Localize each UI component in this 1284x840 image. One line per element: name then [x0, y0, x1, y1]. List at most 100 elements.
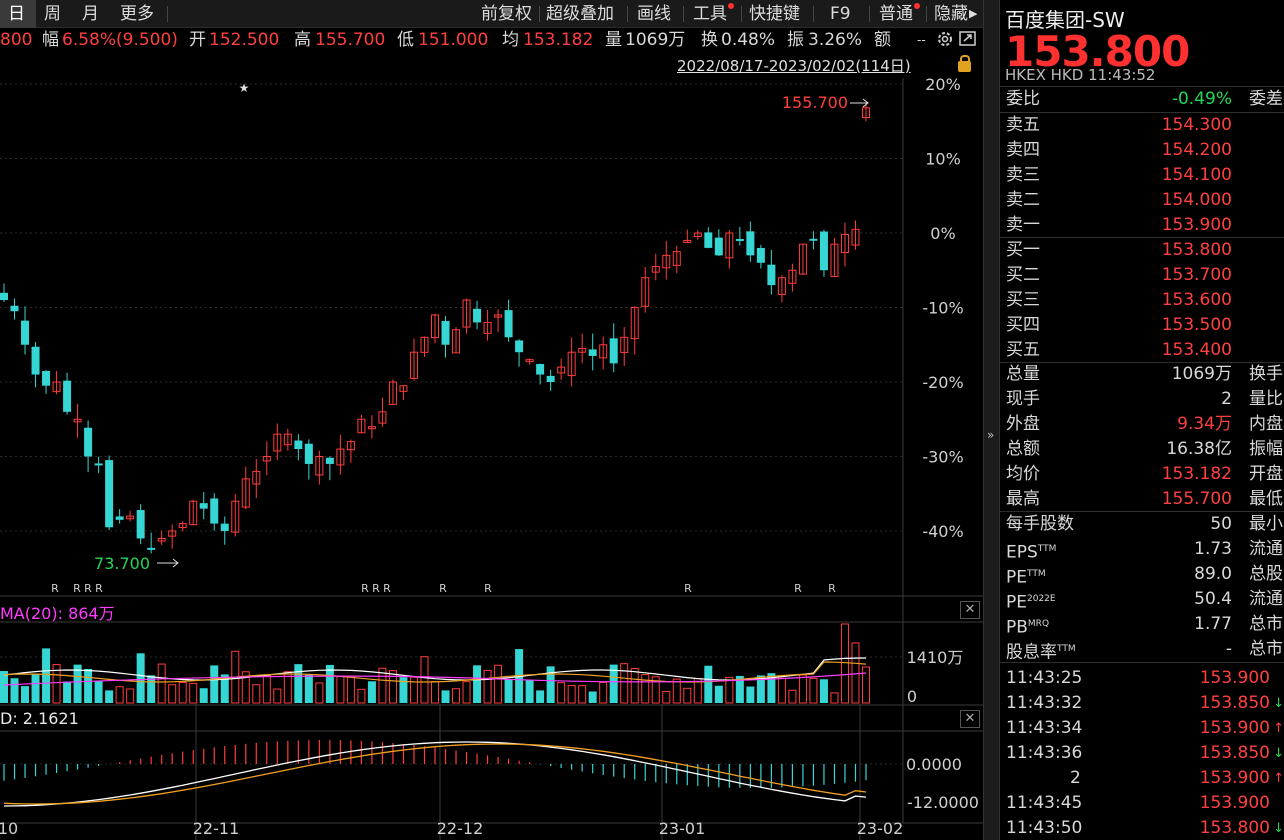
- fundamental-row[interactable]: EPSTTM 1.73 流通: [1006, 537, 1284, 563]
- ask-level[interactable]: 卖二 154.000: [1006, 188, 1284, 213]
- close-macd-panel-icon[interactable]: ✕: [960, 710, 980, 728]
- volume-bar: [367, 681, 376, 703]
- x-axis-label: 22-12: [437, 819, 484, 838]
- bid-level[interactable]: 买五 153.400: [1006, 338, 1284, 363]
- close-volume-panel-icon[interactable]: ✕: [960, 601, 980, 619]
- tick-row[interactable]: 2 153.900 ↑: [1006, 766, 1284, 791]
- candle-body: [199, 503, 208, 509]
- tick-row[interactable]: 11:43:32 153.850 ↓: [1006, 691, 1284, 716]
- volume-series: [0, 623, 870, 704]
- fundamental-row[interactable]: PBMRQ 1.77 总市: [1006, 612, 1284, 638]
- tab-month[interactable]: 月: [82, 4, 99, 24]
- candle-body: [357, 418, 366, 434]
- fundamental-row-value: 1.73: [1194, 539, 1232, 559]
- ask-level[interactable]: 卖三 154.100: [1006, 163, 1284, 188]
- ask-level[interactable]: 卖一 153.900: [1006, 213, 1284, 238]
- stat-row-label2: 量比: [1249, 389, 1283, 409]
- candle-body: [431, 314, 439, 339]
- candle-body: [788, 269, 797, 284]
- tick-row[interactable]: 11:43:25 153.900: [1006, 666, 1284, 691]
- fundamental-row[interactable]: PE2022E 50.4 流通: [1006, 587, 1284, 613]
- volume-bar: [704, 665, 713, 703]
- stat-row[interactable]: 总额 16.38亿 振幅: [1006, 437, 1284, 462]
- candle-body: [388, 381, 397, 405]
- stat-row-label2: 振幅: [1249, 439, 1283, 459]
- bid-level[interactable]: 买一 153.800: [1006, 238, 1284, 263]
- overlay-button[interactable]: 超级叠加: [546, 4, 614, 24]
- x-axis-label: 23-01: [659, 819, 706, 838]
- stat-row[interactable]: 总量 1069万 换手: [1006, 362, 1284, 387]
- draw-button[interactable]: 画线: [637, 4, 671, 24]
- r-marker: R: [73, 582, 81, 595]
- candle-body: [630, 307, 639, 340]
- open-label: 开: [189, 30, 206, 50]
- fundamental-row[interactable]: 每手股数 50 最小: [1006, 512, 1284, 537]
- volume-ma5-line: [3, 657, 867, 681]
- tab-week[interactable]: 周: [44, 4, 61, 24]
- stat-row[interactable]: 均价 153.182 开盘: [1006, 462, 1284, 487]
- stat-row[interactable]: 最高 155.700 最低: [1006, 487, 1284, 512]
- bid-level[interactable]: 买二 153.700: [1006, 263, 1284, 288]
- volume-bar: [126, 688, 135, 704]
- stat-row[interactable]: 外盘 9.34万 内盘: [1006, 412, 1284, 437]
- candle-body: [399, 385, 408, 392]
- candle-body: [84, 427, 93, 457]
- volume-bar: [147, 675, 156, 703]
- tab-more[interactable]: 更多: [120, 4, 154, 24]
- avg-value: 153.182: [523, 30, 594, 50]
- tick-time: 11:43:32: [1006, 693, 1083, 713]
- hotkey-button[interactable]: 快捷键: [749, 4, 800, 24]
- candle-body: [273, 433, 282, 452]
- ask-level[interactable]: 卖五 154.300: [1006, 113, 1284, 138]
- volume-bar: [494, 664, 503, 704]
- hide-button[interactable]: 隐藏: [934, 4, 968, 24]
- r-marker: R: [51, 582, 59, 595]
- tick-row[interactable]: 11:43:50 153.800 ↓: [1006, 816, 1284, 840]
- bid-level[interactable]: 买四 153.500: [1006, 313, 1284, 338]
- volume-bar: [840, 623, 849, 704]
- fundamental-row[interactable]: PETTM 89.0 总股: [1006, 562, 1284, 588]
- date-range-link[interactable]: 2022/08/17-2023/02/02(114日): [677, 57, 911, 75]
- play-arrow-icon[interactable]: ▶: [969, 7, 978, 20]
- candle-body: [809, 238, 818, 241]
- candle-body: [52, 381, 61, 393]
- separator-line: [1000, 362, 1284, 363]
- tick-row[interactable]: 11:43:34 153.900 ↑: [1006, 716, 1284, 741]
- candle-body: [683, 239, 692, 243]
- volume-bar: [714, 685, 723, 703]
- notification-dot: [914, 3, 920, 9]
- volume-bar: [409, 676, 418, 704]
- candle-body: [609, 338, 618, 364]
- f9-button[interactable]: F9: [830, 4, 851, 24]
- gear-icon[interactable]: [935, 29, 955, 56]
- volume-bar: [777, 677, 786, 704]
- adjust-button[interactable]: 前复权: [481, 4, 532, 24]
- stock-name: 百度集团-SW: [1005, 8, 1125, 32]
- collapse-arrow-icon[interactable]: »: [987, 428, 995, 442]
- candlestick-series: [0, 102, 870, 554]
- stat-row[interactable]: 现手 2 量比: [1006, 387, 1284, 412]
- ask-level[interactable]: 卖四 154.200: [1006, 138, 1284, 163]
- tools-button[interactable]: 工具: [693, 4, 727, 24]
- volume-bar: [798, 674, 807, 704]
- tick-time: 11:43:50: [1006, 818, 1083, 838]
- lock-icon[interactable]: [958, 55, 971, 72]
- quote-time: 11:43:52: [1088, 66, 1156, 84]
- volume-bar: [672, 678, 681, 704]
- normal-button[interactable]: 普通: [879, 4, 913, 24]
- pct-tick-label: -40%: [922, 522, 963, 541]
- expand-icon[interactable]: [958, 30, 978, 55]
- bid-level-value: 153.700: [1161, 265, 1232, 285]
- fundamental-row[interactable]: 股息率TTM - 总市: [1006, 637, 1284, 663]
- order-ratio[interactable]: 委比 -0.49% 委差: [1006, 87, 1284, 112]
- tab-day[interactable]: 日: [0, 0, 36, 28]
- bid-level[interactable]: 买三 153.600: [1006, 288, 1284, 313]
- tick-row[interactable]: 11:43:36 153.850 ↓: [1006, 741, 1284, 766]
- bid-level-value: 153.400: [1161, 340, 1232, 360]
- candle-body: [735, 238, 744, 241]
- tick-row[interactable]: 11:43:45 153.900: [1006, 791, 1284, 816]
- pct-tick-label: -10%: [922, 299, 963, 318]
- panel-splitter[interactable]: »: [983, 0, 1000, 840]
- volume-bar: [746, 686, 755, 703]
